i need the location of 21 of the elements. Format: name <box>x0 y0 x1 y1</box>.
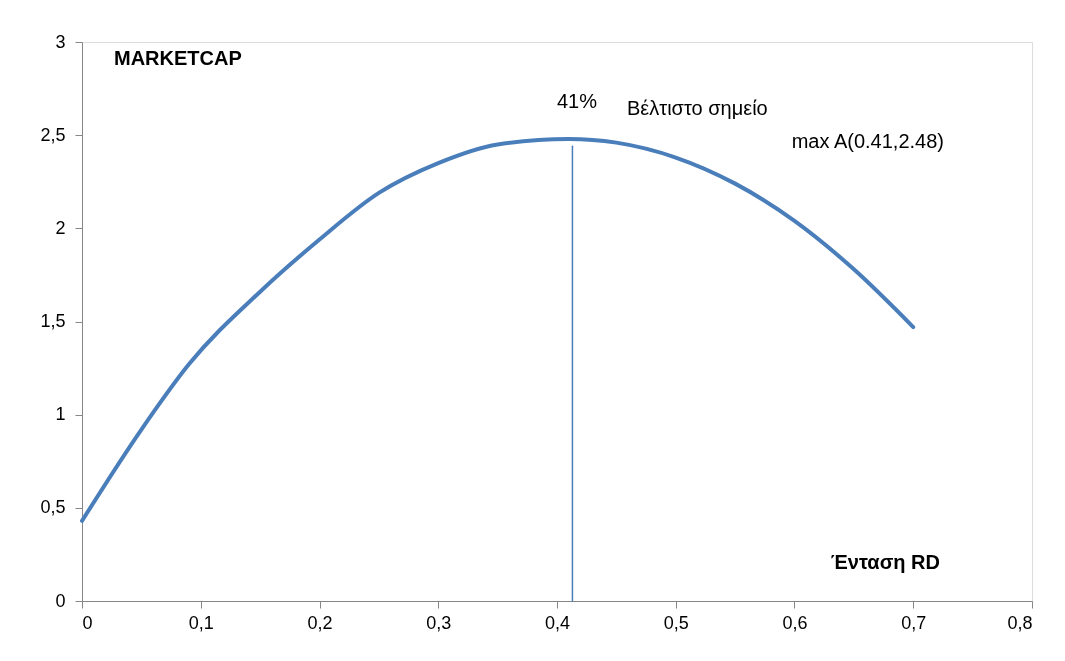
y-axis-title: MARKETCAP <box>114 47 242 69</box>
x-tick-label: 0,2 <box>307 612 333 633</box>
x-tick-label: 0,4 <box>544 612 571 633</box>
y-tick-label: 1,5 <box>40 311 66 331</box>
x-tick-label: 0,8 <box>1007 612 1033 633</box>
x-tick-label: 0,6 <box>782 612 808 633</box>
annotation: Βέλτιστο σημείο <box>627 97 768 119</box>
x-tick-label: 0,1 <box>188 612 214 633</box>
y-tick-label: 0,5 <box>40 497 66 518</box>
x-tick-label: 0 <box>82 612 93 633</box>
x-tick-label: 0,5 <box>663 612 689 633</box>
y-tick-label: 2 <box>55 217 66 238</box>
y-tick-label: 0 <box>55 590 66 611</box>
x-tick-label: 0,3 <box>426 612 452 633</box>
x-tick-label: 0,7 <box>901 612 927 633</box>
y-tick-label: 2,5 <box>40 124 66 145</box>
annotation: max A(0.41,2.48) <box>791 130 944 152</box>
x-axis-title: Ένταση RD <box>830 551 940 573</box>
y-tick-label: 3 <box>55 31 66 52</box>
annotation: 41% <box>557 90 598 112</box>
y-tick-label: 1 <box>55 404 66 425</box>
